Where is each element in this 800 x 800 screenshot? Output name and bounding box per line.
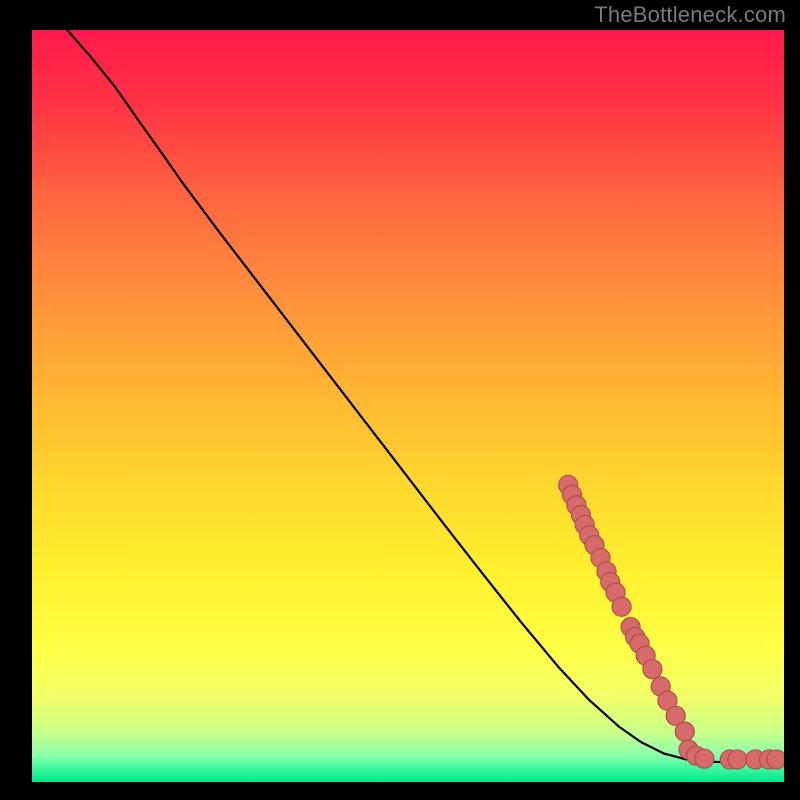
data-marker — [767, 750, 784, 769]
data-marker — [695, 749, 714, 768]
data-marker — [612, 597, 631, 616]
gradient-background — [32, 30, 784, 782]
plot-svg — [32, 30, 784, 782]
data-marker — [643, 660, 662, 679]
data-marker — [675, 722, 694, 741]
chart-frame: TheBottleneck.com — [0, 0, 800, 800]
gradient-plot — [32, 30, 784, 782]
data-marker — [728, 750, 747, 769]
watermark-text: TheBottleneck.com — [594, 2, 786, 28]
